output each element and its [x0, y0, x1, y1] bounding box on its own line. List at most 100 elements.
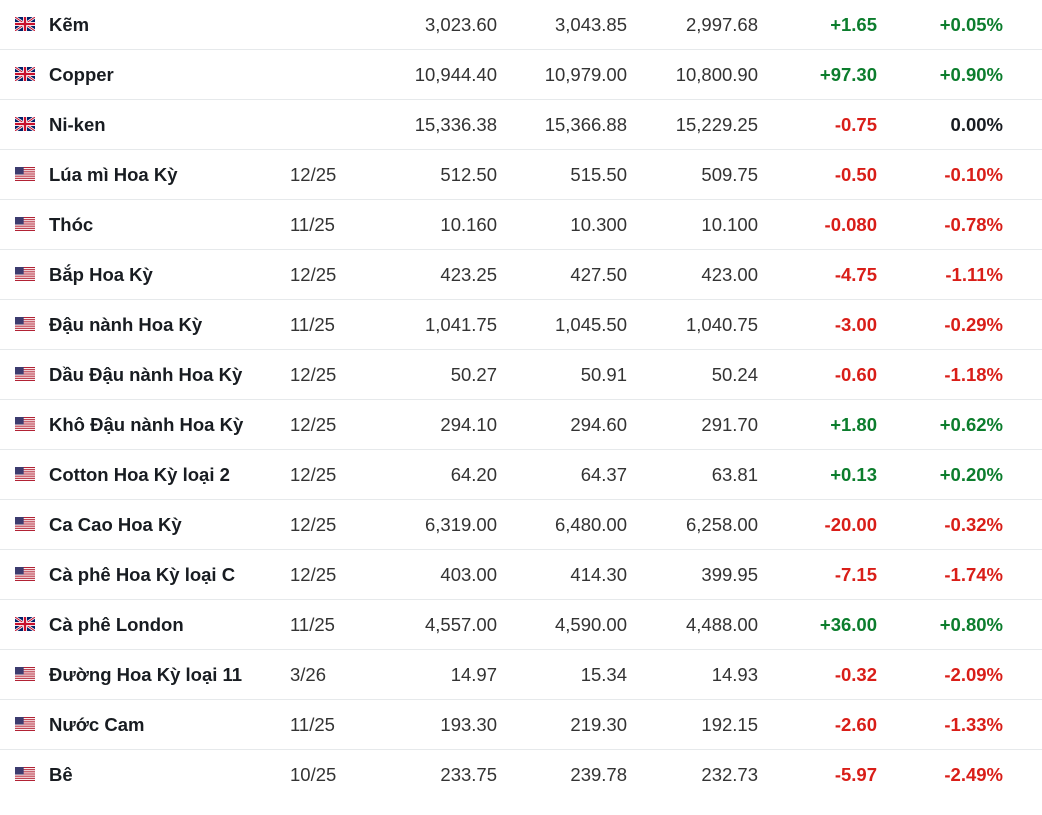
high-price: 50.91	[580, 364, 627, 385]
table-row[interactable]: Kẽm 3,023.60 3,043.85 2,997.68 +1.65 +0.05%	[0, 0, 1042, 50]
low-price: 10.100	[701, 214, 758, 235]
percent-change: -0.10%	[944, 164, 1003, 185]
uk-flag-icon	[15, 117, 35, 131]
instrument-name[interactable]: Ca Cao Hoa Kỳ	[49, 514, 182, 535]
table-row[interactable]: Bê 10/25 233.75 239.78 232.73 -5.97 -2.49%	[0, 750, 1042, 800]
contract-month: 11/25	[290, 314, 335, 335]
price-change: -4.75	[834, 264, 877, 285]
instrument-name[interactable]: Ni-ken	[49, 114, 106, 135]
uk-flag-icon	[15, 67, 35, 81]
high-price: 414.30	[570, 564, 627, 585]
price-change: +0.13	[830, 464, 877, 485]
low-price: 2,997.68	[685, 14, 758, 35]
contract-month: 12/25	[290, 364, 337, 385]
instrument-name[interactable]: Cotton Hoa Kỳ loại 2	[49, 464, 230, 485]
us-flag-icon	[15, 717, 35, 731]
high-price: 10,979.00	[544, 64, 627, 85]
percent-change: -1.74%	[944, 564, 1003, 585]
last-price: 10,944.40	[414, 64, 497, 85]
percent-change: +0.90%	[939, 64, 1003, 85]
low-price: 10,800.90	[675, 64, 758, 85]
high-price: 4,590.00	[554, 614, 627, 635]
table-row[interactable]: Cà phê London 11/25 4,557.00 4,590.00 4,488.…	[0, 600, 1042, 650]
instrument-name[interactable]: Thóc	[49, 214, 94, 235]
contract-month: 12/25	[290, 464, 337, 485]
low-price: 63.81	[711, 464, 758, 485]
instrument-name[interactable]: Lúa mì Hoa Kỳ	[49, 164, 178, 185]
percent-change: +0.62%	[939, 414, 1003, 435]
price-change: -0.75	[834, 114, 877, 135]
instrument-name[interactable]: Đậu nành Hoa Kỳ	[49, 314, 203, 335]
contract-month: 12/25	[290, 514, 337, 535]
high-price: 15,366.88	[544, 114, 627, 135]
low-price: 1,040.75	[685, 314, 758, 335]
instrument-name[interactable]: Đường Hoa Kỳ loại 11	[49, 664, 243, 685]
low-price: 423.00	[701, 264, 758, 285]
contract-month: 12/25	[290, 164, 337, 185]
low-price: 509.75	[701, 164, 758, 185]
high-price: 515.50	[570, 164, 627, 185]
table-row[interactable]: Nước Cam 11/25 193.30 219.30 192.15 -2.60 -1.3…	[0, 700, 1042, 750]
high-price: 294.60	[570, 414, 627, 435]
last-price: 10.160	[440, 214, 497, 235]
low-price: 399.95	[701, 564, 758, 585]
high-price: 1,045.50	[554, 314, 627, 335]
percent-change: +0.05%	[939, 14, 1003, 35]
high-price: 219.30	[570, 714, 627, 735]
table-row[interactable]: Ni-ken 15,336.38 15,366.88 15,229.25 -0.75 0.…	[0, 100, 1042, 150]
price-change: -2.60	[834, 714, 877, 735]
last-price: 1,041.75	[424, 314, 497, 335]
instrument-name[interactable]: Nước Cam	[49, 714, 145, 735]
last-price: 4,557.00	[424, 614, 497, 635]
table-row[interactable]: Thóc 11/25 10.160 10.300 10.100 -0.080 -0.78%	[0, 200, 1042, 250]
last-price: 3,023.60	[424, 14, 497, 35]
instrument-name[interactable]: Bắp Hoa Kỳ	[49, 264, 153, 285]
table-row[interactable]: Copper 10,944.40 10,979.00 10,800.90 +97.30 +…	[0, 50, 1042, 100]
table-row[interactable]: Lúa mì Hoa Kỳ 12/25 512.50 515.50 509.75 -0.5…	[0, 150, 1042, 200]
high-price: 15.34	[580, 664, 627, 685]
price-change: +1.80	[830, 414, 877, 435]
price-change: -0.50	[834, 164, 877, 185]
price-change: -20.00	[824, 514, 877, 535]
us-flag-icon	[15, 467, 35, 481]
high-price: 64.37	[580, 464, 627, 485]
instrument-name[interactable]: Dầu Đậu nành Hoa Kỳ	[49, 364, 243, 385]
contract-month: 12/25	[290, 264, 337, 285]
us-flag-icon	[15, 317, 35, 331]
last-price: 64.20	[450, 464, 497, 485]
low-price: 4,488.00	[685, 614, 758, 635]
instrument-name[interactable]: Copper	[49, 64, 114, 85]
low-price: 15,229.25	[675, 114, 758, 135]
low-price: 192.15	[701, 714, 758, 735]
price-change: -7.15	[834, 564, 877, 585]
percent-change: -2.49%	[944, 764, 1003, 785]
percent-change: -0.78%	[944, 214, 1003, 235]
price-change: +36.00	[819, 614, 877, 635]
percent-change: +0.20%	[939, 464, 1003, 485]
us-flag-icon	[15, 417, 35, 431]
table-row[interactable]: Đường Hoa Kỳ loại 11 3/26 14.97 15.34 14.93 -…	[0, 650, 1042, 700]
instrument-name[interactable]: Khô Đậu nành Hoa Kỳ	[49, 414, 244, 435]
table-row[interactable]: Ca Cao Hoa Kỳ 12/25 6,319.00 6,480.00 6,258.…	[0, 500, 1042, 550]
table-row[interactable]: Dầu Đậu nành Hoa Kỳ 12/25 50.27 50.91 50.24 -…	[0, 350, 1042, 400]
instrument-name[interactable]: Cà phê Hoa Kỳ loại C	[49, 564, 236, 585]
price-change: -0.080	[824, 214, 877, 235]
price-change: -0.60	[834, 364, 877, 385]
instrument-name[interactable]: Bê	[49, 764, 73, 785]
instrument-name[interactable]: Cà phê London	[49, 614, 184, 635]
percent-change: -0.32%	[944, 514, 1003, 535]
contract-month: 10/25	[290, 764, 337, 785]
table-row[interactable]: Cà phê Hoa Kỳ loại C 12/25 403.00 414.30 399…	[0, 550, 1042, 600]
price-change: +97.30	[819, 64, 877, 85]
table-row[interactable]: Cotton Hoa Kỳ loại 2 12/25 64.20 64.37 63.81…	[0, 450, 1042, 500]
contract-month: 11/25	[290, 214, 335, 235]
table-row[interactable]: Bắp Hoa Kỳ 12/25 423.25 427.50 423.00 -4.75 -1…	[0, 250, 1042, 300]
instrument-name[interactable]: Kẽm	[49, 14, 90, 35]
low-price: 6,258.00	[685, 514, 758, 535]
table-row[interactable]: Khô Đậu nành Hoa Kỳ 12/25 294.10 294.60 291.…	[0, 400, 1042, 450]
table-row[interactable]: Đậu nành Hoa Kỳ 11/25 1,041.75 1,045.50 1,04…	[0, 300, 1042, 350]
last-price: 403.00	[440, 564, 497, 585]
contract-month: 3/26	[290, 664, 327, 685]
high-price: 10.300	[570, 214, 627, 235]
high-price: 6,480.00	[554, 514, 627, 535]
